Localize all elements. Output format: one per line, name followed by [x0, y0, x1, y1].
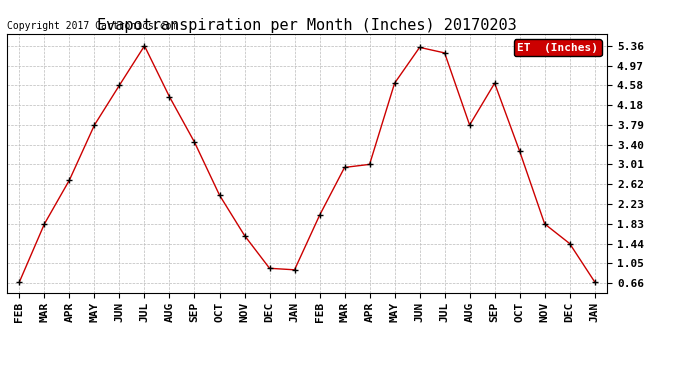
Title: Evapotranspiration per Month (Inches) 20170203: Evapotranspiration per Month (Inches) 20…	[97, 18, 517, 33]
Text: Copyright 2017 Cartronics.com: Copyright 2017 Cartronics.com	[7, 21, 177, 31]
Legend: ET  (Inches): ET (Inches)	[514, 39, 602, 56]
